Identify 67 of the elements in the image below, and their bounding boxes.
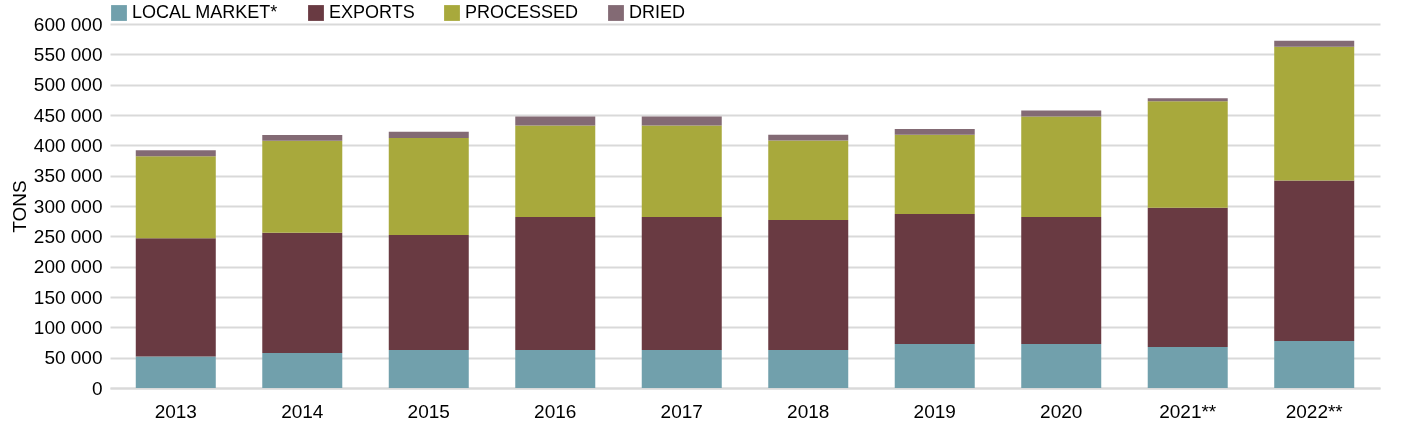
y-tick-label: 100 000 <box>33 316 103 338</box>
x-tick-label: 2016 <box>534 400 577 422</box>
bar <box>894 134 975 214</box>
y-tick-label: 550 000 <box>33 43 103 65</box>
x-tick-label: 2019 <box>913 400 956 422</box>
bar <box>262 353 343 388</box>
bar <box>1274 46 1355 181</box>
bar <box>1147 347 1228 388</box>
bar <box>388 350 469 388</box>
bar <box>388 131 469 139</box>
bar <box>641 125 722 217</box>
x-tick-label: 2018 <box>787 400 830 422</box>
y-tick-label: 450 000 <box>33 104 103 126</box>
bar <box>768 219 849 351</box>
bar <box>388 138 469 236</box>
x-tick-label: 2015 <box>407 400 450 422</box>
y-tick-label: 600 000 <box>33 13 103 35</box>
bar <box>894 213 975 345</box>
bar <box>1021 110 1102 117</box>
y-tick-label: 50 000 <box>44 347 103 369</box>
y-tick-label: 400 000 <box>33 134 103 156</box>
bar <box>894 128 975 135</box>
bar <box>1274 340 1355 388</box>
bar <box>262 140 343 233</box>
x-tick-label: 2014 <box>281 400 324 422</box>
y-tick-label: 0 <box>91 377 103 399</box>
legend-label: EXPORTS <box>329 2 415 22</box>
bar <box>515 125 596 217</box>
bar <box>894 344 975 388</box>
bar <box>1147 101 1228 208</box>
legend-label: LOCAL MARKET* <box>132 2 278 22</box>
bar <box>1147 207 1228 348</box>
bar <box>135 238 216 357</box>
y-tick-label: 250 000 <box>33 225 103 247</box>
bar <box>1147 98 1228 102</box>
bar <box>262 135 343 141</box>
bar <box>1274 180 1355 341</box>
bar <box>515 216 596 351</box>
x-tick-label: 2020 <box>1040 400 1083 422</box>
y-tick-label: 200 000 <box>33 256 103 278</box>
x-tick-label: 2017 <box>660 400 703 422</box>
x-tick-label: 2013 <box>154 400 197 422</box>
bar <box>641 116 722 126</box>
x-tick-label: 2022** <box>1285 400 1344 422</box>
y-tick-label: 350 000 <box>33 165 103 187</box>
bar <box>135 150 216 157</box>
y-tick-label: 150 000 <box>33 286 103 308</box>
bar <box>135 156 216 239</box>
bar <box>262 232 343 354</box>
bar <box>135 356 216 388</box>
bar <box>768 350 849 388</box>
bar <box>1021 216 1102 345</box>
bar <box>388 235 469 351</box>
y-tick-label: 300 000 <box>33 195 103 217</box>
bar <box>641 216 722 351</box>
bar <box>515 116 596 126</box>
bar <box>1021 116 1102 217</box>
bar <box>768 140 849 220</box>
bar <box>1021 344 1102 388</box>
legend-label: PROCESSED <box>465 2 579 22</box>
bar <box>1274 40 1355 47</box>
y-axis-title: TONS <box>8 180 30 233</box>
legend-label: DRIED <box>629 2 686 22</box>
bar <box>515 350 596 388</box>
bar <box>641 350 722 388</box>
x-tick-label: 2021** <box>1159 400 1217 422</box>
y-tick-label: 500 000 <box>33 74 103 96</box>
